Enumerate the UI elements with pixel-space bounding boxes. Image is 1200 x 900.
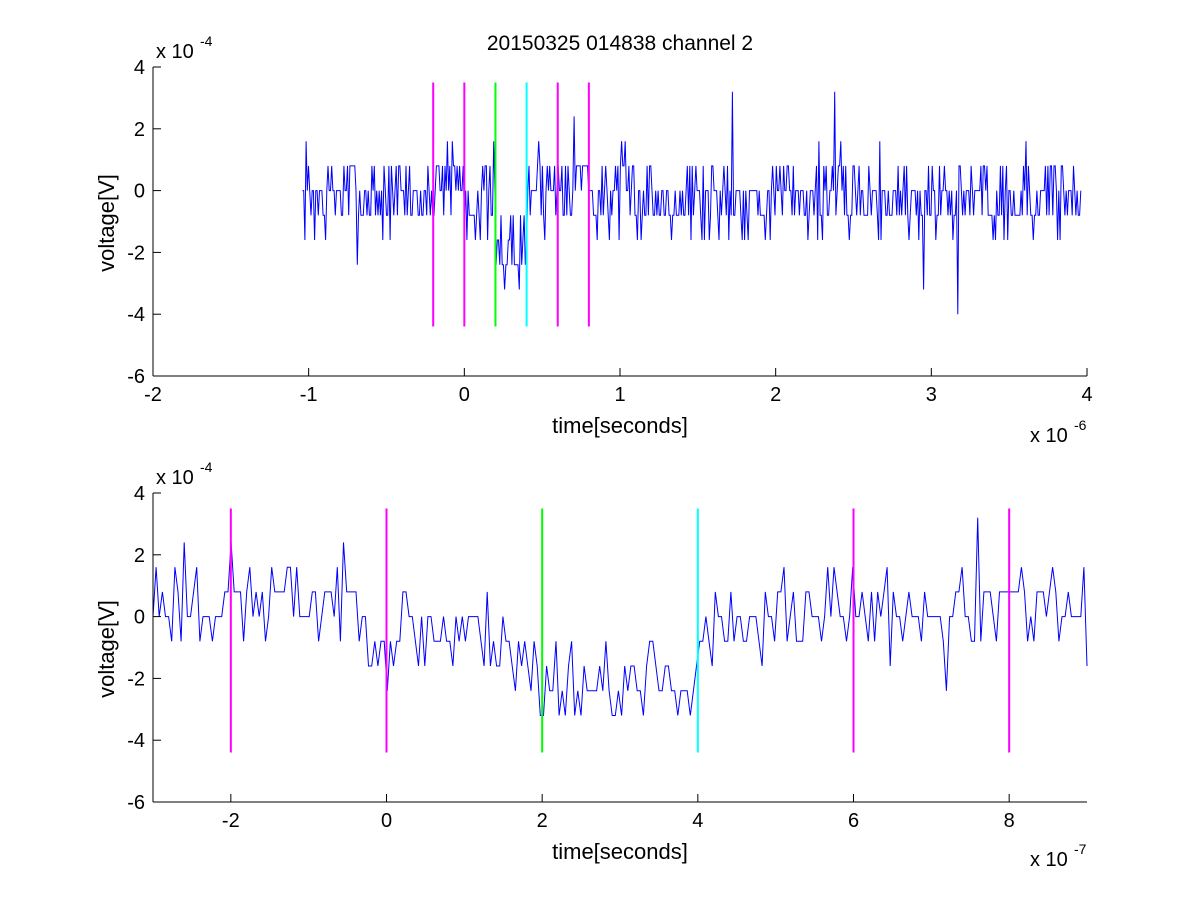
- bottom-y-exponent-power: -4: [200, 459, 213, 475]
- top-x-tick-label: 0: [459, 384, 470, 406]
- bottom-x-tick-label: 6: [848, 810, 859, 832]
- bottom-y-tick-label: 4: [134, 483, 145, 505]
- top-y-tick-label: -2: [127, 242, 145, 264]
- top-y-exponent-power: -4: [200, 33, 213, 49]
- bottom-x-tick-label: 0: [381, 810, 392, 832]
- top-y-tick-label: 4: [134, 57, 145, 79]
- bottom-y-tick-label: -2: [127, 668, 145, 690]
- top-y-exponent-base: x 10: [156, 41, 194, 63]
- top-y-tick-label: -4: [127, 304, 145, 326]
- chart-title: 20150325 014838 channel 2: [487, 32, 753, 55]
- top-y-tick-label: 2: [134, 119, 145, 141]
- bottom-x-tick-label: -2: [222, 810, 240, 832]
- bottom-marker-lines: [229, 508, 1011, 753]
- bottom-x-exponent-base: x 10: [1030, 849, 1068, 871]
- top-x-tick-label: 1: [614, 384, 625, 406]
- top-axes: -6 -4 -2 0 2 4 -2 -1 0 1 2 3 4: [127, 57, 1092, 406]
- bottom-y-tick-label: -4: [127, 730, 145, 752]
- bottom-y-tick-label: -6: [127, 792, 145, 814]
- bottom-y-tick-label: 2: [134, 545, 145, 567]
- top-y-exponent: x 10 -4: [156, 33, 213, 63]
- bottom-plot: -6 -4 -2 0 2 4 -2 0 2 4 6 8 x 10 -4 x 10 -7 time[se…: [94, 459, 1088, 871]
- bottom-y-exponent-base: x 10: [156, 467, 194, 489]
- top-x-tick-label: 2: [770, 384, 781, 406]
- top-x-exponent-power: -6: [1074, 417, 1087, 433]
- bottom-signal-line: [152, 517, 1088, 716]
- bottom-x-exponent: x 10 -7: [1030, 841, 1087, 871]
- top-y-axis-label: voltage[V]: [94, 174, 119, 272]
- bottom-x-tick-label: 2: [537, 810, 548, 832]
- top-x-tick-label: 3: [926, 384, 937, 406]
- top-x-tick-label: -2: [144, 384, 162, 406]
- top-y-tick-label: 0: [134, 181, 145, 203]
- top-marker-lines: [432, 82, 590, 327]
- bottom-y-tick-label: 0: [134, 607, 145, 629]
- top-plot: 20150325 014838 channel 2 -6 -4 -2 0 2 4 -2 -1 0…: [94, 32, 1093, 447]
- bottom-x-exponent-power: -7: [1074, 841, 1087, 857]
- bottom-signal-trace: [152, 517, 1088, 716]
- top-x-tick-label: 4: [1081, 384, 1092, 406]
- top-x-axis-label: time[seconds]: [552, 413, 688, 438]
- bottom-x-tick-label: 8: [1004, 810, 1015, 832]
- bottom-y-exponent: x 10 -4: [156, 459, 213, 489]
- top-x-exponent-base: x 10: [1030, 425, 1068, 447]
- bottom-x-tick-label: 4: [692, 810, 703, 832]
- bottom-axes: -6 -4 -2 0 2 4 -2 0 2 4 6 8: [127, 483, 1087, 832]
- bottom-y-axis-label: voltage[V]: [94, 600, 119, 698]
- top-x-tick-label: -1: [300, 384, 318, 406]
- top-y-tick-label: -6: [127, 366, 145, 388]
- top-x-exponent: x 10 -6: [1030, 417, 1087, 447]
- bottom-x-axis-label: time[seconds]: [552, 839, 688, 864]
